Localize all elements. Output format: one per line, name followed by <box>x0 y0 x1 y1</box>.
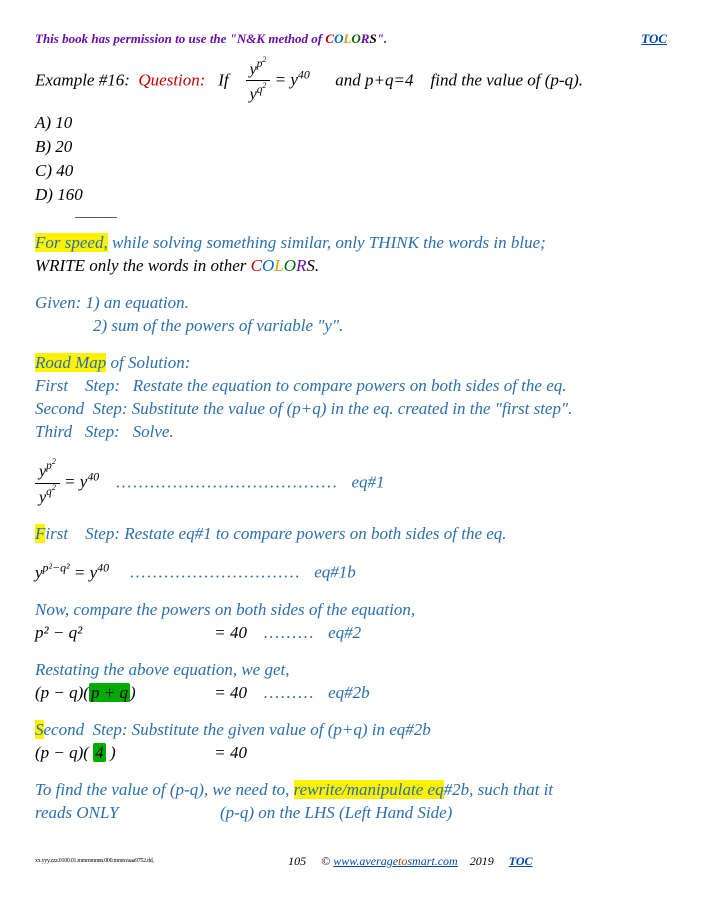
eq2b-label: eq#2b <box>328 683 370 702</box>
toc-link[interactable]: TOC <box>641 30 667 48</box>
first-irst: irst Step: <box>45 524 120 543</box>
question-label: Question: <box>138 70 205 89</box>
second-s: S <box>35 720 44 739</box>
eq1-fraction: yp2 yq2 <box>35 458 60 509</box>
find-hl: rewrite/manipulate eq <box>294 780 444 799</box>
answer-choices: A) 10 B) 20 C) 40 D) 160 <box>35 112 667 207</box>
second-step: Second Step: Substitute the given value … <box>35 719 667 765</box>
first-step: First Step: Restate eq#1 to compare powe… <box>35 523 667 546</box>
for-speed: For speed, <box>35 233 108 252</box>
eq2-row: p² − q² = 40 ……… eq#2 <box>35 622 667 645</box>
speed-note: For speed, while solving something simil… <box>35 232 667 278</box>
footer-toc[interactable]: TOC <box>509 854 533 868</box>
speed-rest1: while solving something similar, only TH… <box>108 233 546 252</box>
method: N&K method of <box>237 31 325 46</box>
eq1-rhs: = y40 <box>64 472 99 491</box>
page-number: 105 <box>288 854 306 868</box>
eq2-lhs: p² − q² <box>35 622 210 645</box>
speed-rest2: WRITE only the words in other <box>35 256 251 275</box>
second-lhs: (p − q)( 4 ) <box>35 742 210 765</box>
if-word: If <box>218 70 228 89</box>
answer-c: C) 40 <box>35 160 667 183</box>
eq2b-eq: = 40 <box>214 683 247 702</box>
eq1b-row: yp²−q² = y40 ………………………… eq#1b <box>35 559 667 585</box>
eq1b-lhs: yp²−q² = y40 <box>35 563 109 582</box>
step3-label: Third Step: <box>35 422 120 441</box>
permission-prefix: This book has permission to use the " <box>35 31 237 46</box>
answer-a: A) 10 <box>35 112 667 135</box>
compare-block: Now, compare the powers on both sides of… <box>35 599 667 645</box>
first-f: F <box>35 524 45 543</box>
step2-text: Substitute the value of (p+q) in the eq.… <box>132 399 573 418</box>
page-header: This book has permission to use the "N&K… <box>35 30 667 48</box>
roadmap-rest: of Solution: <box>106 353 190 372</box>
restate-line: Restating the above equation, we get, <box>35 659 667 682</box>
restate-block: Restating the above equation, we get, (p… <box>35 659 667 705</box>
page-footer: xx.yyy.zzz.0100.01.mmmmnnn.000.mmm/aaa97… <box>35 853 667 869</box>
second-econd: econd Step: <box>44 720 128 739</box>
eq2b-green: p + q <box>89 683 130 702</box>
second-rest: Substitute the given value of (p+q) in e… <box>128 720 431 739</box>
second-eq-row: (p − q)( 4 ) = 40 <box>35 742 667 765</box>
roadmap-hl: Road Map <box>35 353 106 372</box>
find-p4: (p-q) on the LHS (Left Hand Side) <box>220 803 452 822</box>
eq1-dots: ………………………………… <box>116 472 339 491</box>
given-1: Given: 1) an equation. <box>35 292 667 315</box>
eq1b-label: eq#1b <box>314 563 356 582</box>
step1-text: Restate the equation to compare powers o… <box>133 376 567 395</box>
eq-fraction: yp2 yq2 <box>246 56 271 107</box>
find-clause: find the value of (p-q). <box>431 70 584 89</box>
find-p1: To find the value of (p-q), we need to, <box>35 780 294 799</box>
find-p3: reads ONLY <box>35 802 220 825</box>
second-green: 4 <box>93 743 106 762</box>
roadmap: Road Map of Solution: First Step: Restat… <box>35 352 667 444</box>
footer-tiny: xx.yyy.zzz.0100.01.mmmmnnn.000.mmm/aaa97… <box>35 857 154 865</box>
divider <box>75 217 117 218</box>
permission-text: This book has permission to use the "N&K… <box>35 30 387 48</box>
eq2b-row: (p − q)(p + q) = 40 ……… eq#2b <box>35 682 667 705</box>
eq2b-lhs: (p − q)(p + q) <box>35 682 210 705</box>
eq2b-dots: ……… <box>264 683 315 702</box>
given-2: 2) sum of the powers of variable "y". <box>35 315 667 338</box>
example-line: Example #16: Question: If yp2 yq2 = y40 … <box>35 56 667 107</box>
eq2-dots: ……… <box>264 623 315 642</box>
and-clause: and p+q=4 <box>335 70 413 89</box>
second-line: Second Step: Substitute the given value … <box>35 719 667 742</box>
footer-center: 105 © www.averagetosmart.com 2019 TOC <box>154 853 667 869</box>
step2-label: Second Step: <box>35 399 128 418</box>
eq2-label: eq#2 <box>328 623 361 642</box>
compare-line: Now, compare the powers on both sides of… <box>35 599 667 622</box>
footer-year: 2019 <box>470 854 494 868</box>
colors-word-2: COLORS <box>251 256 315 275</box>
step1-label: First Step: <box>35 376 120 395</box>
find-p2: #2b, such that it <box>444 780 554 799</box>
eq-rhs: = y40 <box>275 70 310 89</box>
step3-text: Solve. <box>133 422 174 441</box>
example-label: Example #16: <box>35 70 130 89</box>
answer-b: B) 20 <box>35 136 667 159</box>
speed-period: . <box>315 256 319 275</box>
eq1b-dots: ………………………… <box>130 563 301 582</box>
footer-url[interactable]: www.averagetosmart.com <box>333 854 457 868</box>
eq1-label: eq#1 <box>351 472 384 491</box>
eq1-row: yp2 yq2 = y40 ………………………………… eq#1 <box>35 458 667 509</box>
answer-d: D) 160 <box>35 184 667 207</box>
second-eq: = 40 <box>214 743 247 762</box>
first-rest: Restate eq#1 to compare powers on both s… <box>120 524 507 543</box>
permission-suffix: ". <box>377 31 387 46</box>
copyright: © <box>321 854 330 868</box>
eq2-eq: = 40 <box>214 623 247 642</box>
given-block: Given: 1) an equation. 2) sum of the pow… <box>35 292 667 338</box>
colors-word: COLORS <box>325 31 376 46</box>
find-block: To find the value of (p-q), we need to, … <box>35 779 667 825</box>
